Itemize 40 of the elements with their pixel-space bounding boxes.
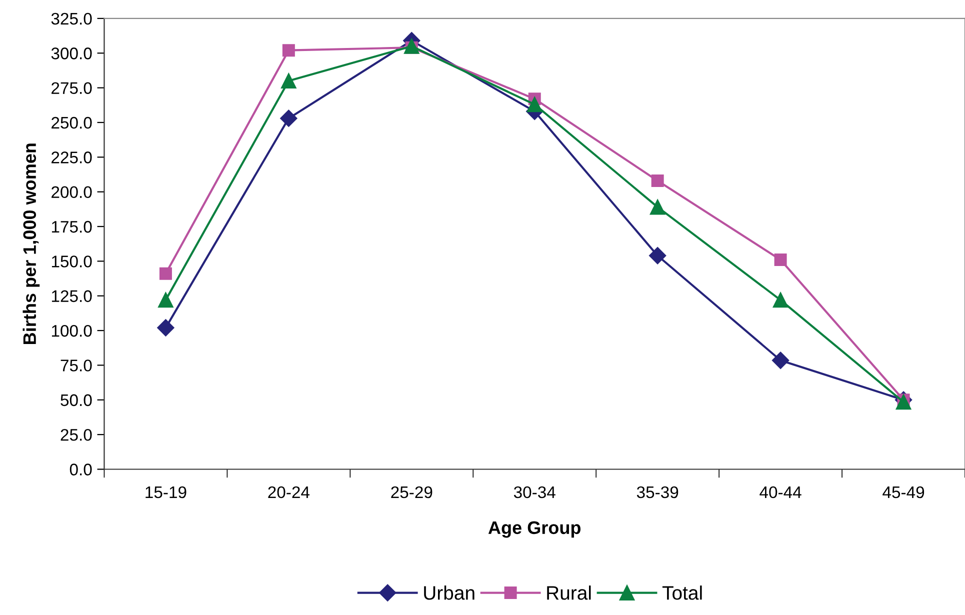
point	[526, 96, 542, 112]
x-tick-label: 25-29	[391, 486, 432, 498]
legend-label: Total	[662, 586, 702, 600]
y-tick-label: 125.0	[52, 290, 92, 302]
x-tick-label: 30-34	[514, 486, 556, 498]
legend-label: Urban	[424, 586, 474, 600]
point	[651, 174, 664, 187]
x-tick-label: 40-44	[760, 486, 802, 498]
y-tick-label: 100.0	[52, 324, 92, 337]
y-tick-label: 0.0	[70, 464, 92, 476]
point	[772, 352, 790, 369]
point	[159, 267, 172, 280]
point	[650, 199, 666, 215]
point	[281, 73, 296, 89]
y-tick-label: 225.0	[52, 152, 92, 164]
x-tick-label: 45-49	[882, 486, 924, 498]
x-tick-label: 15-19	[146, 486, 186, 498]
legend-label: Rural	[547, 586, 591, 600]
x-tick-label: 20-24	[268, 486, 310, 498]
point	[774, 254, 787, 266]
y-tick-label: 75.0	[60, 360, 92, 372]
y-tick-label: 175.0	[52, 220, 92, 233]
point	[649, 247, 666, 264]
y-tick-label: 25.0	[60, 428, 92, 441]
y-tick-label: 325.0	[51, 12, 92, 25]
point	[896, 394, 912, 410]
y-tick-label: 300.0	[51, 48, 92, 60]
point	[157, 319, 174, 336]
point	[772, 292, 788, 308]
y-tick-label: 50.0	[60, 394, 92, 406]
y-tick-label: 200.0	[52, 186, 92, 198]
point	[158, 292, 174, 308]
x-axis-title: Age Group	[488, 521, 581, 538]
y-tick-label: 250.0	[52, 116, 92, 129]
x-tick-label: 35-39	[636, 486, 678, 498]
y-axis-title: Births per 1,000 women	[22, 144, 40, 344]
y-tick-label: 150.0	[52, 256, 92, 268]
point	[282, 44, 295, 57]
y-tick-label: 275.0	[52, 82, 92, 94]
point	[280, 110, 298, 127]
